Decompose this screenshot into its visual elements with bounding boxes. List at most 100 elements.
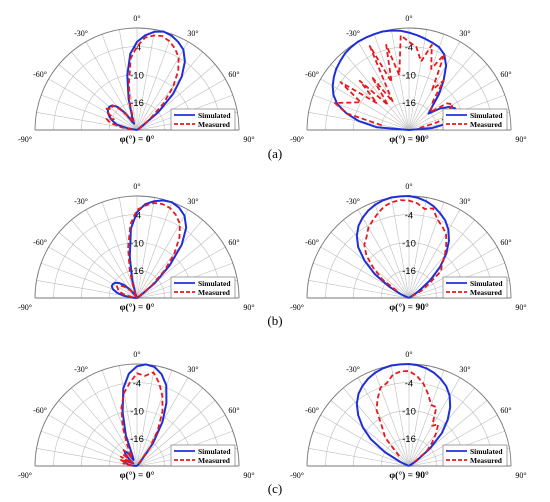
spoke-gridline [330, 232, 410, 299]
chart-title: φ(°) = 90° [389, 302, 429, 313]
angle-tick-label: 60° [228, 406, 239, 415]
spoke-gridline [136, 365, 155, 467]
series-simulated [355, 195, 450, 299]
spoke-gridline [330, 400, 410, 467]
ring-gridline [81, 410, 193, 467]
radial-tick-label: -4 [133, 379, 141, 390]
spoke-gridline [408, 387, 475, 467]
chart-title: φ(°) = 90° [389, 470, 429, 481]
angle-tick-label: 90° [515, 471, 526, 480]
spoke-gridline [373, 370, 410, 467]
spoke-gridline [48, 246, 138, 299]
ring-gridline [325, 46, 493, 131]
angle-tick-label: 60° [500, 406, 511, 415]
radial-tick-label: -10 [402, 70, 416, 81]
angle-tick-label: -60° [305, 70, 319, 79]
legend-label-simulated: Simulated [470, 447, 503, 456]
radial-tick-label: -16 [402, 434, 416, 445]
chart-title: φ(°) = 0° [120, 134, 155, 145]
ring-gridline [353, 410, 465, 467]
spoke-gridline [408, 51, 475, 131]
radial-tick-label: -10 [130, 70, 144, 81]
angle-tick-label: -30° [346, 197, 360, 206]
spoke-gridline [391, 197, 410, 299]
series-simulated [355, 363, 452, 467]
radial-tick-label: -10 [402, 238, 416, 249]
spoke-gridline [85, 41, 138, 131]
spoke-gridline [343, 387, 410, 467]
ring-gridline [325, 214, 493, 299]
angle-tick-label: -90° [18, 135, 32, 144]
spoke-gridline [408, 197, 427, 299]
spoke-gridline [408, 78, 498, 131]
spoke-gridline [408, 370, 445, 467]
legend-label-simulated: Simulated [470, 279, 503, 288]
panel-label-c: (c) [267, 481, 283, 496]
angle-tick-label: 90° [243, 303, 254, 312]
polar-chart-4: -90° -60° -30° 0° 30° 60° 90° -4 -10 -16 Simulated… [290, 182, 527, 313]
outer-arc [34, 363, 240, 467]
spoke-gridline [48, 78, 138, 131]
radial-tick-label: -4 [405, 379, 413, 390]
spoke-gridline [408, 219, 475, 299]
panel-label-b: (b) [267, 313, 283, 328]
angle-tick-label: -60° [33, 238, 47, 247]
spoke-gridline [408, 365, 427, 467]
spoke-gridline [373, 34, 410, 131]
spoke-gridline [136, 387, 203, 467]
angle-tick-label: 0° [405, 182, 412, 191]
radial-tick-label: -16 [130, 98, 144, 109]
polar-chart-3: -90° -60° -30° 0° 30° 60° 90° -4 -10 -16 Simulated… [18, 182, 255, 313]
outer-arc [34, 27, 240, 131]
chart-title: φ(°) = 0° [120, 470, 155, 481]
ring-gridline [53, 46, 221, 131]
spoke-gridline [408, 209, 461, 299]
spoke-gridline [408, 377, 461, 467]
legend-label-measured: Measured [198, 288, 231, 297]
angle-tick-label: -90° [18, 303, 32, 312]
angle-tick-label: 60° [228, 70, 239, 79]
series-simulated [121, 363, 168, 467]
spoke-gridline [313, 430, 410, 467]
spoke-gridline [357, 41, 410, 131]
angle-tick-label: 60° [500, 70, 511, 79]
ring-gridline [380, 101, 438, 131]
angle-tick-label: -30° [74, 197, 88, 206]
spoke-gridline [136, 29, 155, 131]
legend-label-simulated: Simulated [470, 111, 503, 120]
ring-gridline [353, 242, 465, 299]
spoke-gridline [391, 365, 410, 467]
spoke-gridline [308, 280, 410, 299]
spoke-gridline [119, 365, 138, 467]
angle-tick-label: -30° [346, 365, 360, 374]
spoke-gridline [357, 377, 410, 467]
series-simulated [331, 29, 458, 131]
angle-tick-label: 30° [187, 197, 198, 206]
radial-tick-label: -16 [402, 266, 416, 277]
spoke-gridline [136, 41, 189, 131]
radial-tick-label: -16 [402, 98, 416, 109]
spoke-gridline [408, 202, 445, 299]
spoke-gridline [320, 78, 410, 131]
spoke-gridline [136, 400, 216, 467]
angle-tick-label: 30° [459, 197, 470, 206]
angle-tick-label: -90° [290, 135, 304, 144]
angle-tick-label: 0° [133, 350, 140, 359]
angle-tick-label: 90° [243, 471, 254, 480]
polar-chart-5: -90° -60° -30° 0° 30° 60° 90° -4 -10 -16 Simulated… [18, 350, 255, 481]
radial-tick-label: -10 [402, 406, 416, 417]
radial-tick-label: -16 [130, 434, 144, 445]
angle-tick-label: -60° [305, 238, 319, 247]
spoke-gridline [101, 202, 138, 299]
spoke-gridline [85, 209, 138, 299]
radial-tick-label: -4 [405, 43, 413, 54]
spoke-gridline [343, 51, 410, 131]
series-measured [334, 34, 463, 130]
spoke-gridline [136, 197, 155, 299]
spoke-gridline [136, 78, 226, 131]
outer-arc [34, 195, 240, 299]
polar-chart-2: -90° -60° -30° 0° 30° 60° 90° -4 -10 -16 Simulated… [290, 14, 527, 145]
chart-title: φ(°) = 0° [120, 302, 155, 313]
spoke-gridline [71, 219, 138, 299]
